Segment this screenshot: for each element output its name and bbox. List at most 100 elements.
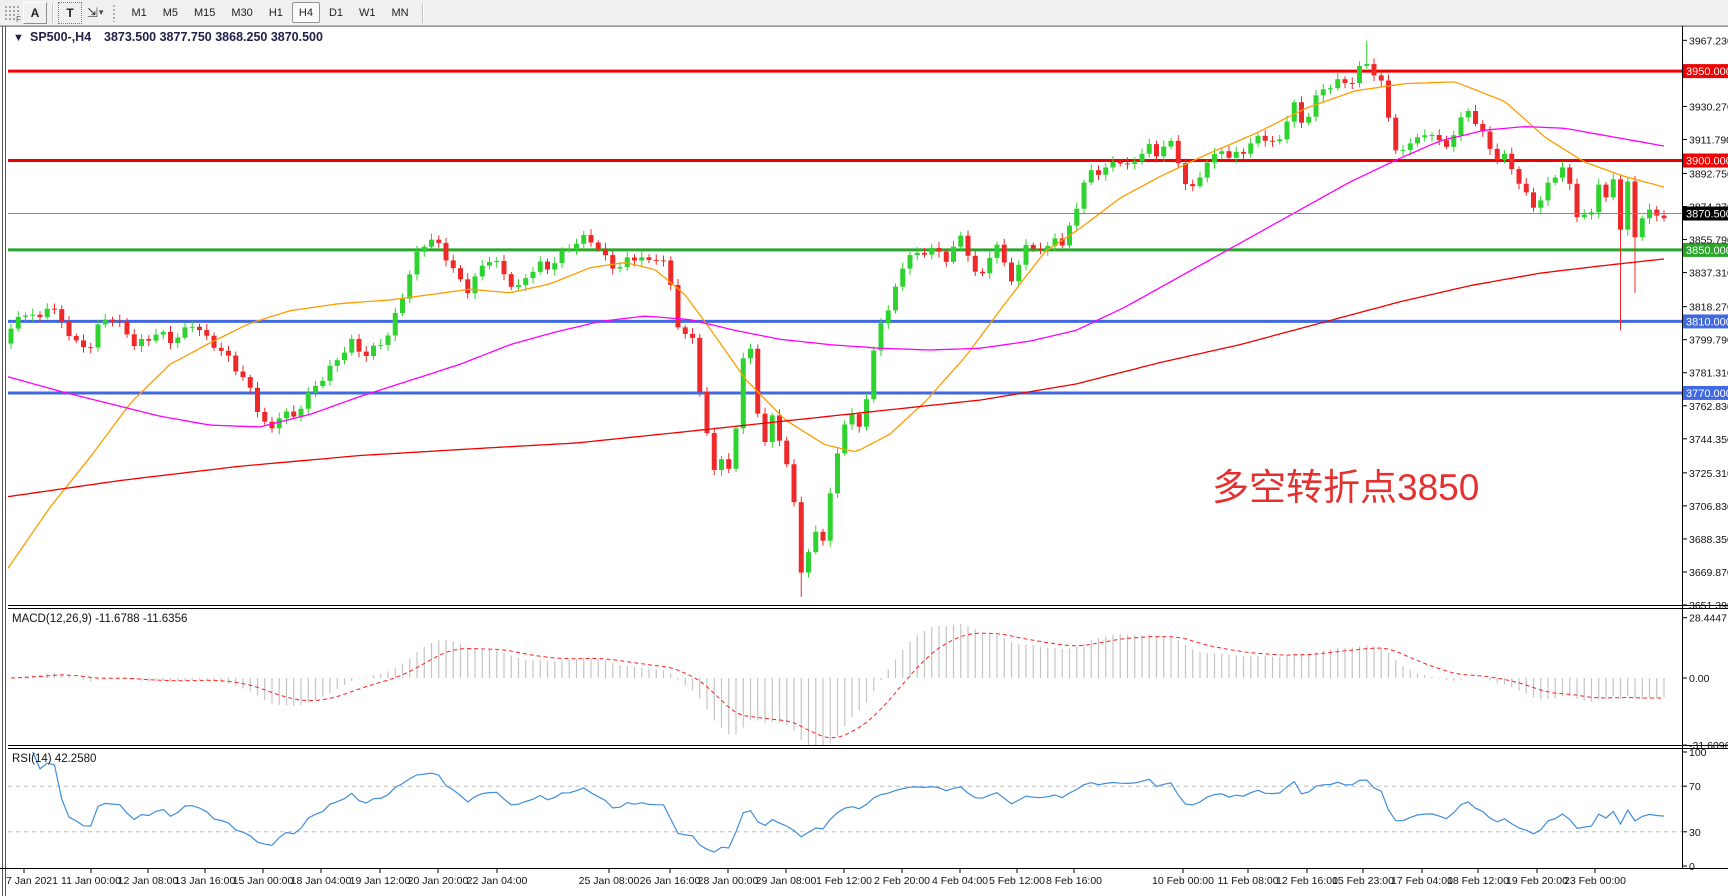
- candle-body: [102, 319, 108, 325]
- candle-body: [784, 440, 790, 465]
- timeframe-button-h4[interactable]: H4: [291, 2, 320, 23]
- timeframe-button-m15[interactable]: M15: [194, 6, 216, 19]
- candle-body: [73, 336, 79, 341]
- candle-body: [1357, 65, 1362, 84]
- candle-body: [1458, 117, 1464, 136]
- candle-body: [1393, 117, 1399, 151]
- candle-body: [1168, 140, 1174, 147]
- horizontal-lines-layer[interactable]: 3950.000 3900.000 3850.000 3810.000 3770.000: [8, 64, 1728, 400]
- timeframe-button-m30[interactable]: M30: [231, 6, 253, 19]
- cursor-tool-button[interactable]: ⇲ ▾: [84, 3, 106, 23]
- candle-body: [1567, 167, 1573, 184]
- candle-body: [1422, 135, 1428, 138]
- candle-body: [66, 321, 72, 337]
- time-axis-label: 28 Jan 00:00: [698, 875, 759, 887]
- time-axis-label: 19 Jan 12:00: [350, 875, 411, 887]
- candle-body: [284, 411, 289, 419]
- candle-body: [436, 239, 442, 243]
- chevron-down-icon: ▾: [98, 7, 104, 17]
- price-axis-label: 3744.350: [1689, 434, 1728, 446]
- timeframe-button-m5[interactable]: M5: [162, 6, 178, 19]
- candle-body: [153, 334, 159, 341]
- time-axis-label: 25 Jan 08:00: [579, 875, 640, 887]
- candle-body: [646, 257, 652, 260]
- time-axis-label: 13 Jan 16:00: [175, 875, 236, 887]
- candle-body: [813, 531, 819, 553]
- text-tool-button[interactable]: T: [58, 1, 82, 24]
- rsi-layer: 100 70 30 0: [8, 747, 1707, 873]
- candle-body: [878, 323, 884, 351]
- candle-body: [1001, 244, 1007, 263]
- candle-body: [501, 260, 507, 275]
- candle-body: [160, 331, 166, 335]
- candle-body: [334, 360, 340, 366]
- candle-body: [1654, 209, 1660, 216]
- hline-tag: [1683, 385, 1728, 400]
- toolbar-group-grip[interactable]: [112, 3, 118, 22]
- candle-body: [900, 268, 906, 287]
- rsi-indicator-label: RSI(14) 42.2580: [12, 753, 96, 765]
- candle-body: [704, 391, 710, 434]
- candle-body: [1052, 238, 1058, 246]
- toolbar-separator: [421, 2, 423, 23]
- candle-body: [639, 257, 645, 261]
- candle-body: [371, 345, 376, 356]
- timeframe-button-w1[interactable]: W1: [359, 6, 376, 19]
- candle-body: [298, 408, 304, 417]
- price-axis-label: 3669.870: [1689, 567, 1728, 579]
- annotation-a-button[interactable]: A: [23, 1, 47, 24]
- time-axis-label: 26 Jan 16:00: [640, 875, 701, 887]
- time-axis-label: 8 Feb 16:00: [1046, 875, 1102, 887]
- candle-body: [1603, 184, 1609, 198]
- candle-body: [1045, 245, 1051, 250]
- price-axis[interactable]: 3967.2303930.2703911.7903892.7503874.270…: [1682, 35, 1728, 612]
- candle-body: [820, 531, 826, 541]
- candle-body: [1081, 182, 1087, 209]
- candle-body: [1110, 161, 1116, 168]
- candle-body: [255, 387, 260, 412]
- candle-body: [1407, 143, 1413, 150]
- candle-body: [755, 348, 761, 414]
- rsi-line: [32, 751, 1665, 853]
- timeframe-button-m1[interactable]: M1: [131, 6, 147, 19]
- toolbar-grip-icon[interactable]: F: [3, 3, 21, 24]
- candle-body: [1502, 153, 1507, 160]
- rsi-axis-label: 100: [1689, 747, 1707, 759]
- candle-body: [856, 414, 862, 427]
- hline-tag: [1683, 314, 1728, 329]
- candle-body: [218, 347, 224, 351]
- time-axis-label: 18 Jan 04:00: [291, 875, 352, 887]
- timeframe-button-mn[interactable]: MN: [391, 6, 409, 19]
- candle-body: [139, 339, 144, 347]
- candle-body: [1270, 140, 1275, 142]
- candle-body: [363, 351, 369, 356]
- candle-body: [929, 247, 935, 255]
- candle-body: [117, 320, 123, 322]
- candle-body: [429, 239, 434, 247]
- candle-body: [871, 350, 877, 400]
- candle-body: [1429, 135, 1435, 137]
- timeframe-button-d1[interactable]: D1: [328, 6, 343, 19]
- symbol-title: SP500-,H4: [30, 30, 91, 44]
- candle-body: [23, 315, 28, 317]
- one-click-dropdown-icon[interactable]: ▼: [13, 32, 24, 44]
- candle-body: [595, 242, 601, 249]
- time-axis-label: 15 Jan 00:00: [233, 875, 294, 887]
- chart-annotation-text[interactable]: 多空转折点3850: [1212, 467, 1479, 508]
- timeframe-button-h1[interactable]: H1: [268, 6, 283, 19]
- candle-body: [110, 319, 115, 321]
- price-axis-label: 3818.270: [1689, 302, 1728, 314]
- candle-body: [624, 257, 630, 268]
- time-axis-label: 11 Jan 00:00: [61, 875, 121, 887]
- candle-body: [675, 284, 681, 328]
- macd-histogram: [17, 623, 1665, 745]
- candle-body: [835, 453, 840, 494]
- time-axis-label: 1 Feb 12:00: [816, 875, 872, 887]
- candle-body: [566, 249, 572, 251]
- candle-body: [1465, 110, 1471, 118]
- candle-body: [740, 358, 746, 429]
- candle-body: [168, 331, 173, 343]
- candle-body: [450, 260, 456, 269]
